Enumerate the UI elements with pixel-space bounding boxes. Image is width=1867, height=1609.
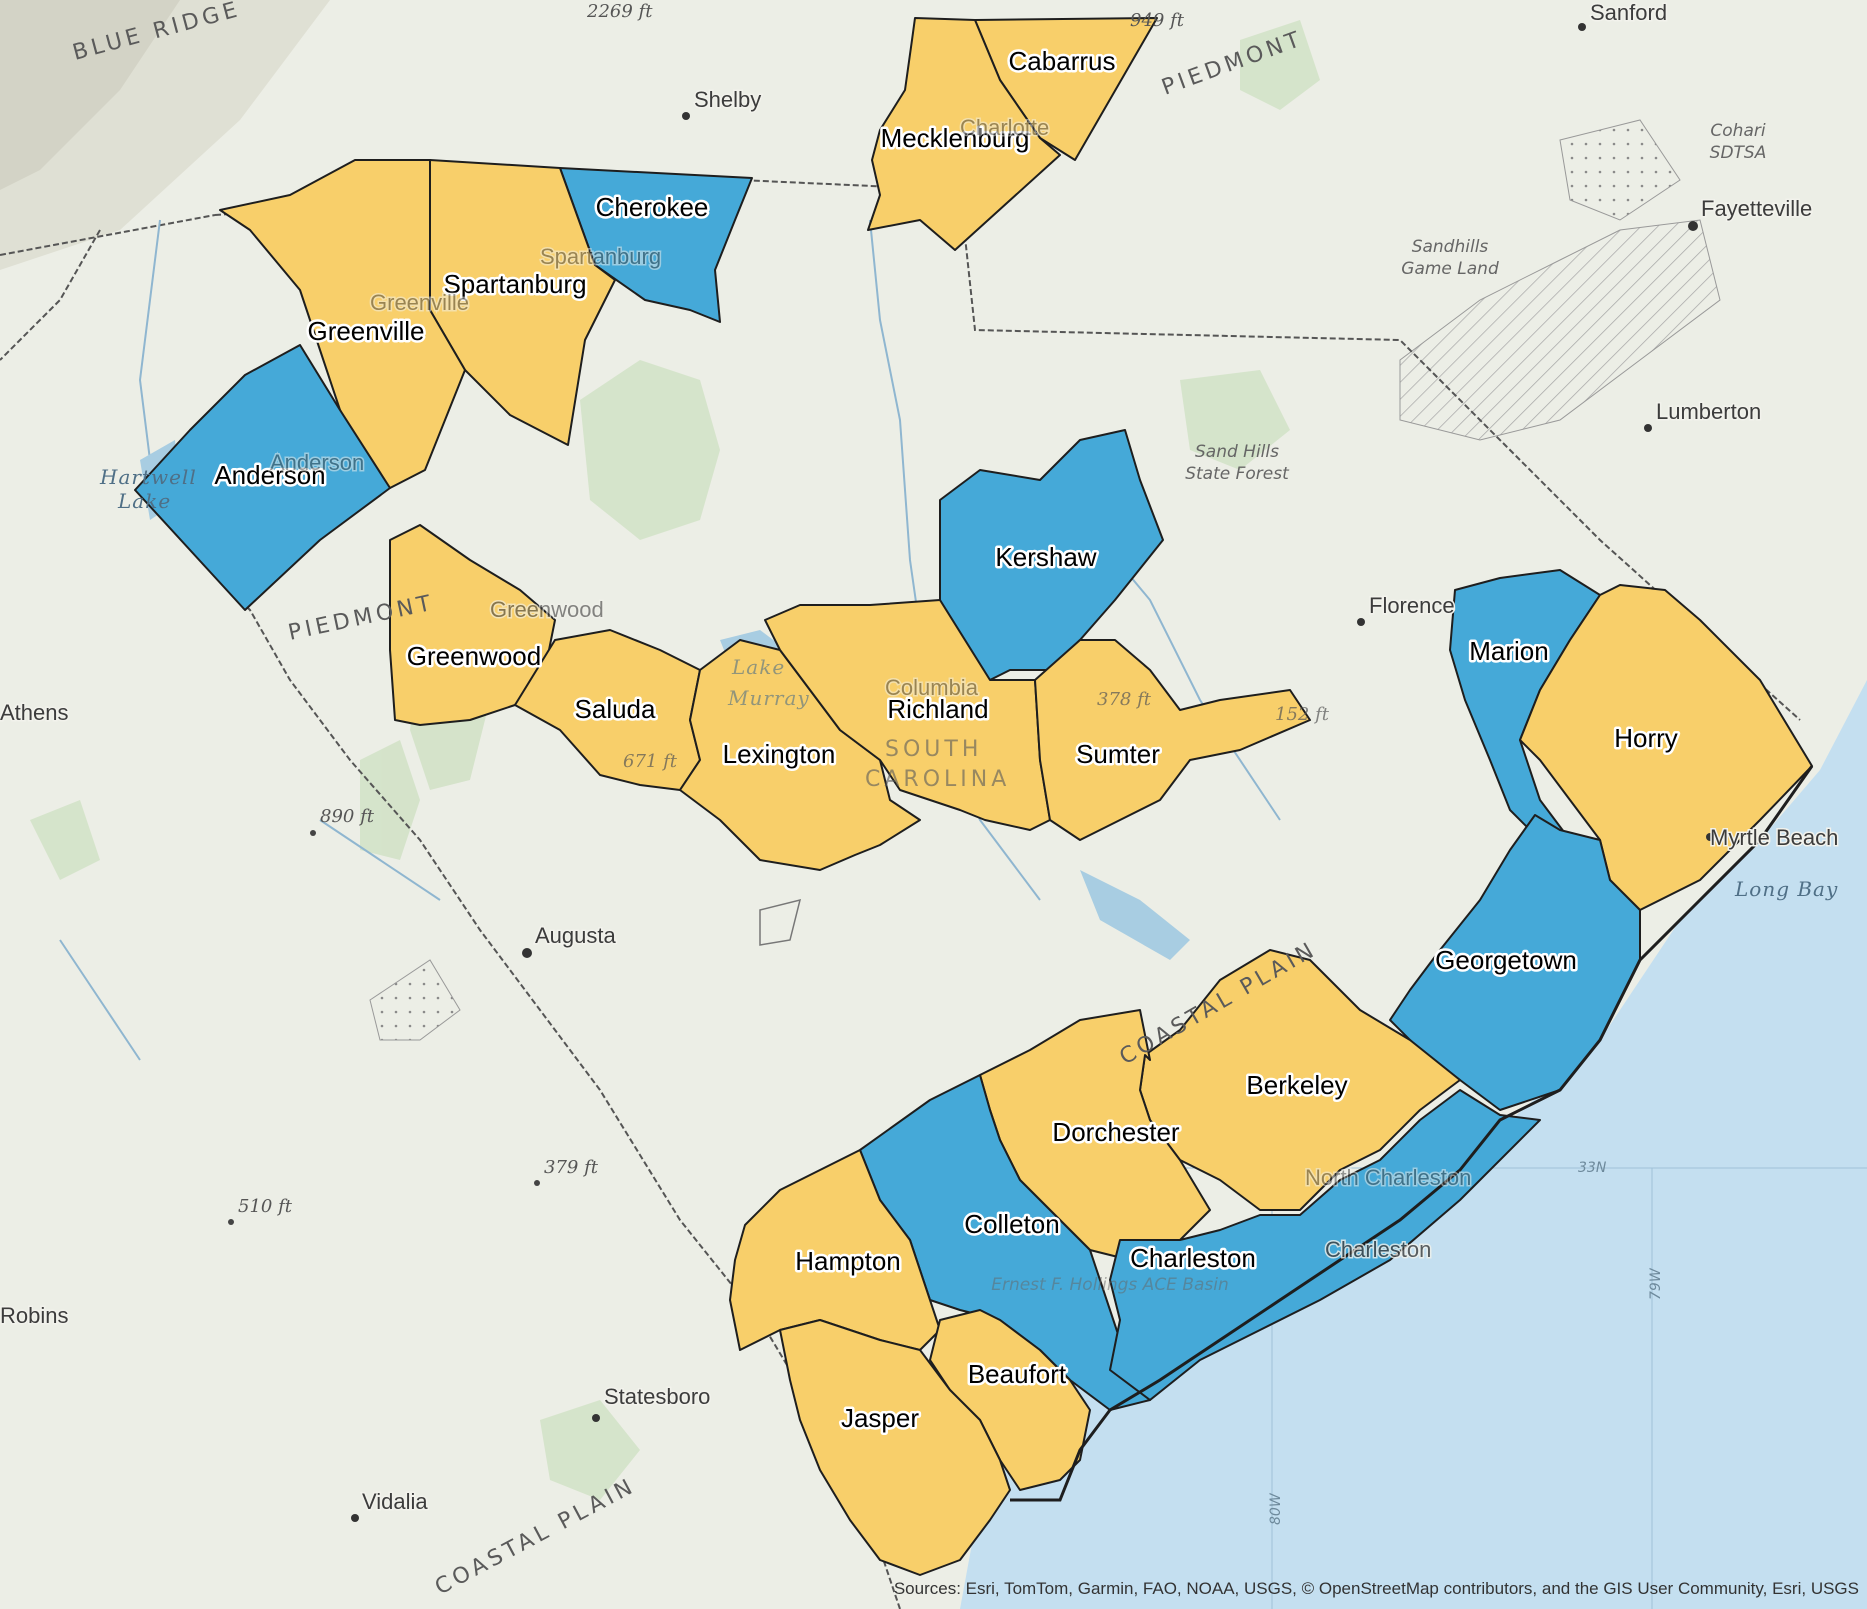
place-lumberton: Lumberton xyxy=(1656,399,1761,424)
dotted-area-2 xyxy=(369,959,461,1041)
park-game-land: Game Land xyxy=(1401,259,1499,279)
label-cabarrus: Cabarrus xyxy=(1009,46,1116,76)
dotted-area-1 xyxy=(1559,119,1681,221)
region-carolina: CAROLINA xyxy=(865,767,1010,792)
place-greenwood: Greenwood xyxy=(490,597,604,622)
label-dorchester: Dorchester xyxy=(1052,1117,1179,1147)
place-north-charleston: North Charleston xyxy=(1305,1165,1471,1190)
place-columbia: Columbia xyxy=(885,675,979,700)
elev-379: 379 ft xyxy=(544,1157,599,1178)
rivers xyxy=(59,219,1281,1061)
place-charlotte: Charlotte xyxy=(960,115,1049,140)
label-greenwood: Greenwood xyxy=(407,641,541,671)
county-charleston[interactable] xyxy=(1109,1089,1541,1401)
elev-890: 890 ft xyxy=(320,806,375,827)
elev-2269: 2269 ft xyxy=(586,1,653,22)
label-beaufort: Beaufort xyxy=(968,1359,1067,1389)
water-lake-murray-2: Murray xyxy=(727,686,810,710)
water-labels: Hartwell Lake Lake Murray Long Bay xyxy=(99,465,1838,901)
place-vidalia: Vidalia xyxy=(362,1489,428,1514)
label-cherokee: Cherokee xyxy=(596,192,709,222)
water-long-bay: Long Bay xyxy=(1734,877,1838,901)
label-colleton: Colleton xyxy=(964,1209,1059,1239)
place-myrtle-beach: Myrtle Beach xyxy=(1710,825,1838,850)
label-horry: Horry xyxy=(1614,723,1678,753)
elevation-labels: 2269 ft 949 ft 890 ft 671 ft 378 ft 152 … xyxy=(228,1,1330,1225)
elev-152: 152 ft xyxy=(1275,704,1330,725)
label-jasper: Jasper xyxy=(841,1403,919,1433)
water-lake-murray-1: Lake xyxy=(731,655,785,679)
place-greenville: Greenville xyxy=(370,290,469,315)
county-mecklenburg[interactable] xyxy=(867,17,1061,251)
label-kershaw: Kershaw xyxy=(995,542,1096,572)
label-charleston: Charleston xyxy=(1130,1243,1256,1273)
hatched-military-area xyxy=(1399,219,1721,441)
label-greenville: Greenville xyxy=(307,316,424,346)
place-florence: Florence xyxy=(1369,593,1455,618)
place-athens: Athens xyxy=(0,700,69,725)
park-labels: Cohari SDTSA Sandhills Game Land Sand Hi… xyxy=(991,121,1766,1295)
county-greenville[interactable] xyxy=(219,159,466,489)
graticule-labels: 33N 80W 79W xyxy=(1268,1160,1664,1525)
county-jasper[interactable] xyxy=(779,1319,1011,1576)
label-marion: Marion xyxy=(1469,636,1548,666)
county-kershaw[interactable] xyxy=(939,429,1164,681)
water-hartwell: Hartwell xyxy=(99,465,197,489)
county-marion[interactable] xyxy=(1449,569,1601,851)
elev-510: 510 ft xyxy=(238,1196,293,1217)
grid-33n: 33N xyxy=(1578,1160,1607,1176)
place-labels: Sanford Shelby Fayetteville Lumberton Fl… xyxy=(0,0,1840,1522)
label-mecklenburg: Mecklenburg xyxy=(881,123,1030,153)
ocean xyxy=(960,680,1867,1609)
place-spartanburg: Spartanburg xyxy=(540,244,661,269)
coastline-detail xyxy=(1010,765,1814,1502)
map-attribution: Sources: Esri, TomTom, Garmin, FAO, NOAA… xyxy=(893,1579,1859,1598)
place-shelby: Shelby xyxy=(694,87,761,112)
grid-79w: 79W xyxy=(1648,1267,1664,1300)
grid-80w: 80W xyxy=(1268,1492,1284,1525)
mountain-shading-2 xyxy=(0,0,180,190)
elev-949: 949 ft xyxy=(1130,10,1185,31)
park-sdtsa: SDTSA xyxy=(1710,143,1767,163)
label-sumter: Sumter xyxy=(1076,739,1160,769)
county-richland[interactable] xyxy=(764,599,1051,831)
park-state-forest: State Forest xyxy=(1185,464,1290,484)
lake-marion xyxy=(1080,870,1190,960)
place-fayetteville: Fayetteville xyxy=(1701,196,1812,221)
county-sumter[interactable] xyxy=(1034,639,1311,841)
region-south: SOUTH xyxy=(885,737,982,762)
place-robins: Robins xyxy=(0,1303,68,1328)
place-sanford: Sanford xyxy=(1590,0,1667,25)
county-labels: Cabarrus Mecklenburg Cherokee Spartanbur… xyxy=(212,44,1680,1436)
label-berkeley: Berkeley xyxy=(1246,1070,1347,1100)
county-anderson[interactable] xyxy=(134,344,391,611)
label-spartanburg: Spartanburg xyxy=(443,269,586,299)
place-anderson: Anderson xyxy=(270,450,364,475)
elev-671: 671 ft xyxy=(623,751,678,772)
park-sandhills: Sandhills xyxy=(1412,237,1489,257)
park-ace-basin: Ernest F. Hollings ACE Basin xyxy=(991,1275,1229,1295)
label-saluda: Saluda xyxy=(575,694,656,724)
water-hartwell-lake: Lake xyxy=(117,489,171,513)
place-charleston: Charleston xyxy=(1325,1237,1431,1262)
elev-378: 378 ft xyxy=(1097,689,1152,710)
county-georgetown[interactable] xyxy=(1389,814,1641,1111)
place-statesboro: Statesboro xyxy=(604,1384,710,1409)
park-sand-hills: Sand Hills xyxy=(1195,442,1279,462)
label-georgetown: Georgetown xyxy=(1435,945,1577,975)
label-anderson: Anderson xyxy=(214,460,325,490)
dotted-area-3 xyxy=(759,898,802,946)
park-cohari: Cohari xyxy=(1710,121,1765,141)
label-lexington: Lexington xyxy=(723,739,836,769)
label-hampton: Hampton xyxy=(795,1246,901,1276)
label-richland: Richland xyxy=(887,694,988,724)
place-augusta: Augusta xyxy=(535,923,616,948)
county-hampton[interactable] xyxy=(729,1149,941,1351)
